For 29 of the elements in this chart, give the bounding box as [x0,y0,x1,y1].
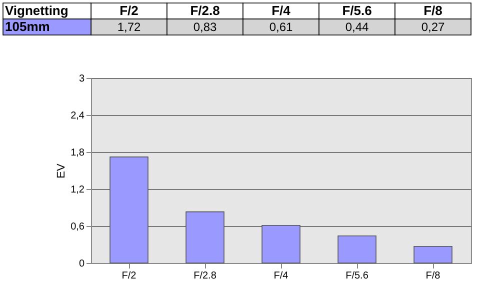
y-tick-label: 0,6 [70,222,85,232]
category-label: F/2.8 [190,3,220,18]
category-label: F/4 [272,3,290,18]
bar [186,211,224,264]
category-label: F/2 [120,3,138,18]
chart-title: Vignetting [5,3,68,18]
y-tick-label: 2,4 [70,110,85,122]
data-label: 1,72 [117,20,141,34]
data-label: 0,44 [345,20,369,34]
category-label: F/8 [424,3,442,18]
x-tick-label: F/2.8 [194,270,217,282]
x-tick-label: F/2 [122,270,137,282]
data-label: 0,27 [421,20,445,34]
bar [110,156,148,264]
data-label: 0,61 [269,20,293,34]
y-tick-label: 3 [78,74,85,84]
category-label: F/5.6 [342,3,372,18]
y-tick-label: 1,2 [70,184,85,196]
x-tick-label: F/8 [426,270,441,282]
x-tick-label: F/5.6 [346,270,369,282]
y-tick-label: 1,8 [70,148,85,158]
data-label: 0,83 [193,20,217,34]
bar [262,224,300,264]
bar [414,246,452,264]
x-tick-label: F/4 [274,270,289,282]
y-tick-label: 0 [78,258,85,270]
bar [338,235,376,264]
text: 105mm [5,19,50,34]
y-axis-title: EV [56,163,68,178]
